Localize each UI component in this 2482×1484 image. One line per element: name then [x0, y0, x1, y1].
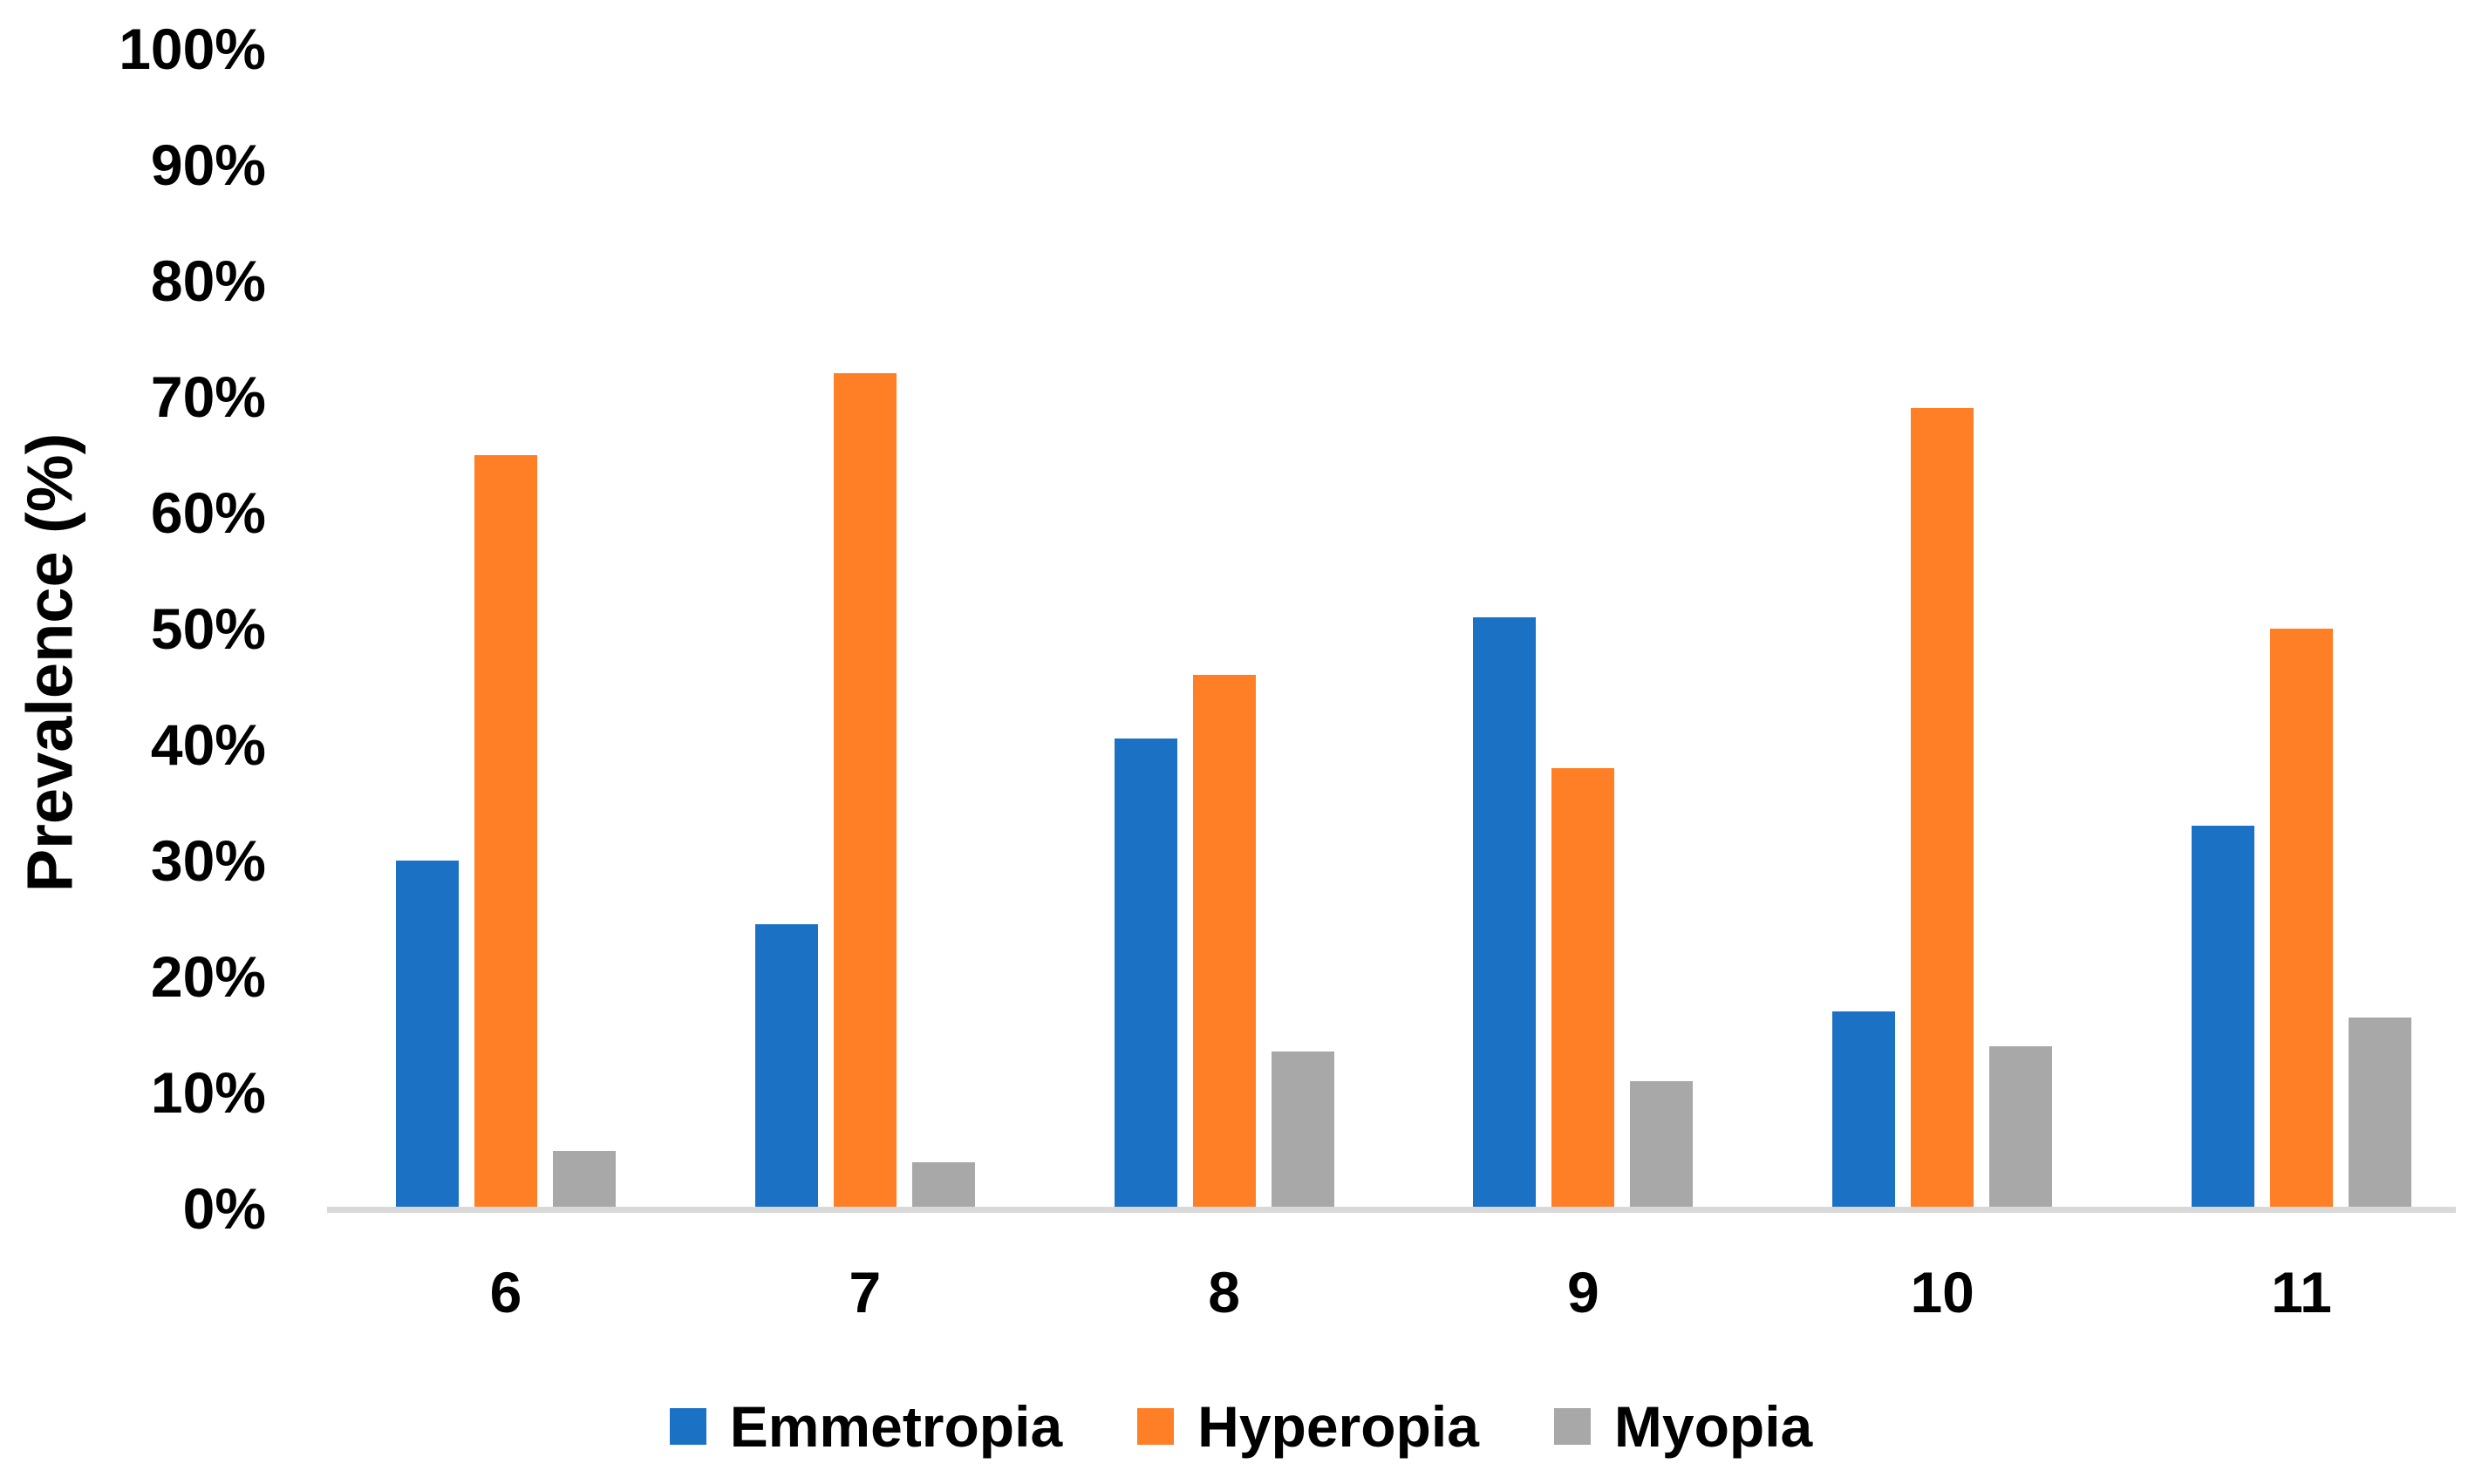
emmetropia-bar — [754, 924, 818, 1208]
x-tick-label: 6 — [489, 1260, 522, 1324]
y-tick-label: 90% — [150, 133, 266, 197]
bar-group-age-9 — [1473, 49, 1694, 1208]
x-tick-label: 9 — [1567, 1260, 1599, 1324]
legend-label: Hyperopia — [1197, 1394, 1479, 1459]
legend-item-hyperopia: Hyperopia — [1137, 1393, 1479, 1460]
myopia-bar — [2349, 1017, 2411, 1208]
myopia-bar — [1630, 1080, 1694, 1208]
y-tick-label: 20% — [150, 944, 266, 1009]
legend-item-myopia: Myopia — [1553, 1393, 1813, 1460]
y-tick-label: 10% — [150, 1060, 266, 1125]
myopia-bar — [1271, 1052, 1334, 1208]
myopia-bar — [553, 1150, 616, 1208]
y-tick-label: 80% — [150, 248, 266, 313]
emmetropia-bar — [1832, 1011, 1896, 1208]
y-tick-label: 40% — [150, 712, 266, 777]
emmetropia-bar — [1473, 616, 1537, 1208]
y-tick-label: 50% — [150, 596, 266, 661]
bar-group-age-10 — [1832, 49, 2053, 1208]
legend-swatch-icon — [1553, 1408, 1591, 1445]
y-tick-label: 70% — [150, 364, 266, 429]
myopia-bar — [911, 1161, 975, 1208]
y-tick-label: 30% — [150, 828, 266, 893]
bar-group-age-6 — [396, 49, 616, 1208]
emmetropia-bar — [1114, 739, 1177, 1208]
plot-area — [327, 49, 2456, 1208]
bar-group-age-11 — [2192, 49, 2411, 1208]
x-tick-label: 10 — [1910, 1260, 1974, 1324]
hyperopia-bar — [474, 454, 537, 1208]
x-tick-label: 8 — [1208, 1260, 1240, 1324]
myopia-bar — [1989, 1045, 2053, 1208]
hyperopia-bar — [833, 373, 897, 1208]
hyperopia-bar — [1911, 408, 1974, 1208]
x-axis-line — [327, 1207, 2456, 1213]
y-tick-label: 0% — [182, 1176, 266, 1241]
emmetropia-bar — [2192, 826, 2254, 1208]
legend: Emmetropia Hyperopia Myopia — [0, 1393, 2482, 1460]
bar-group-age-8 — [1114, 49, 1334, 1208]
x-tick-label: 7 — [849, 1260, 882, 1324]
legend-label: Myopia — [1613, 1394, 1813, 1459]
legend-swatch-icon — [1137, 1408, 1175, 1445]
legend-swatch-icon — [669, 1408, 706, 1445]
hyperopia-bar — [2270, 629, 2333, 1208]
y-tick-label: 60% — [150, 480, 266, 545]
emmetropia-bar — [396, 861, 459, 1208]
bar-group-age-7 — [754, 49, 975, 1208]
hyperopia-bar — [1551, 767, 1615, 1208]
y-tick-label: 100% — [119, 17, 266, 81]
x-tick-label: 11 — [2271, 1260, 2332, 1324]
hyperopia-bar — [1192, 675, 1256, 1208]
legend-label: Emmetropia — [729, 1394, 1063, 1459]
legend-item-emmetropia: Emmetropia — [669, 1393, 1063, 1460]
